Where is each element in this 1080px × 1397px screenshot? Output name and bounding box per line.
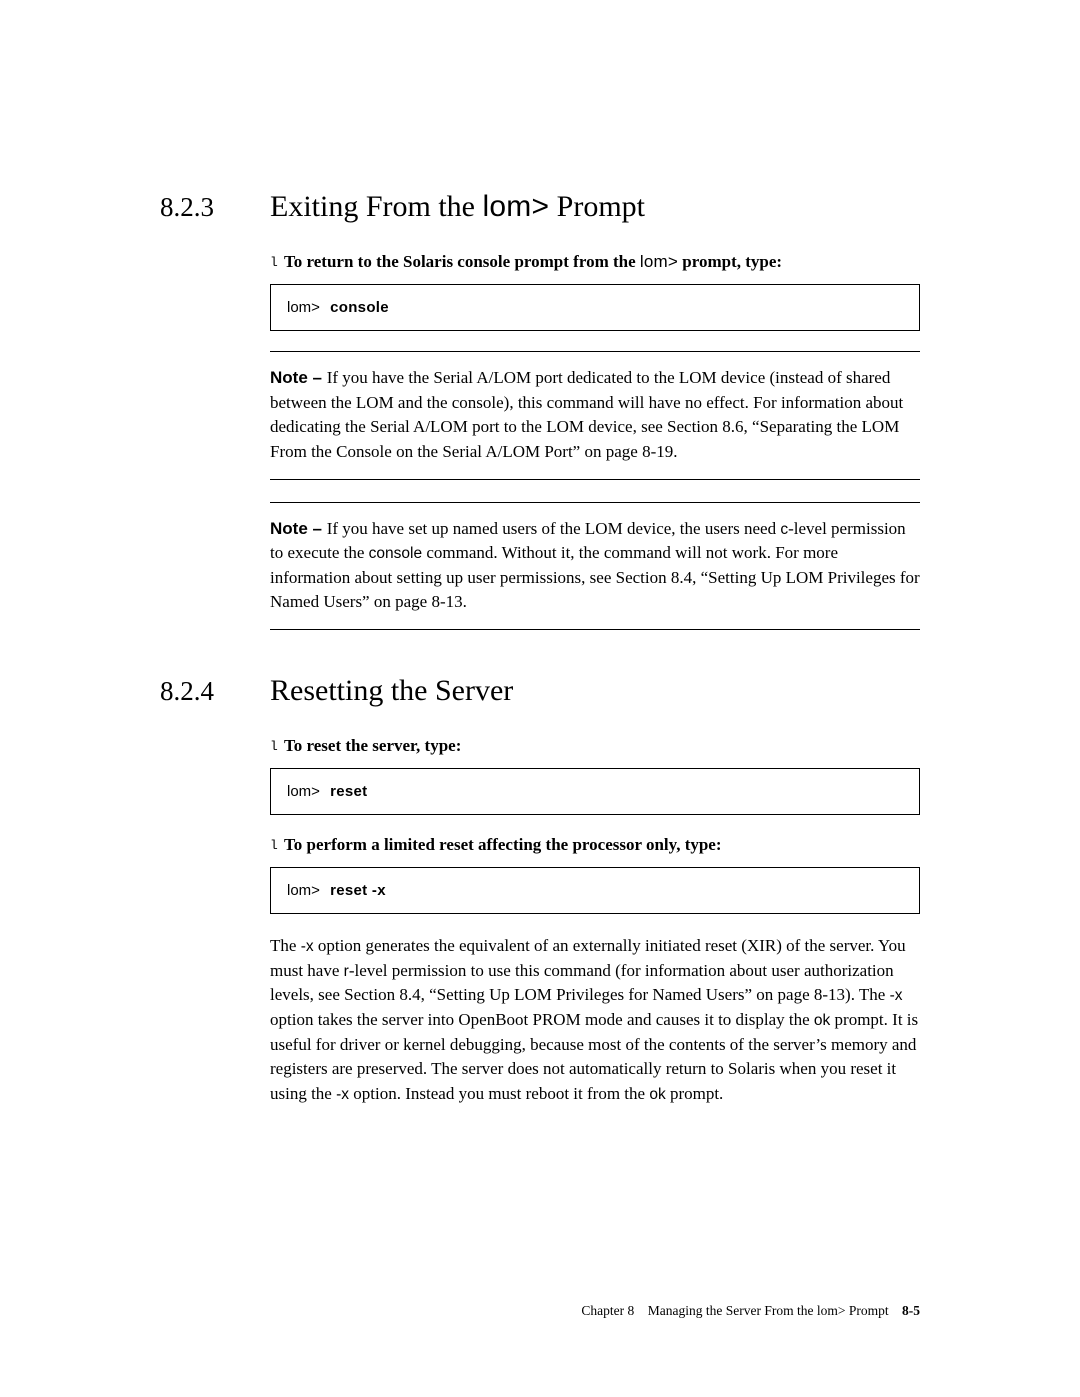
page: 8.2.3 Exiting From the lom> Prompt l To … xyxy=(0,0,1080,1397)
bullet-text: To return to the Solaris console prompt … xyxy=(284,252,782,272)
section-title-pre: Exiting From the xyxy=(270,190,483,223)
section-title-mono: lom> xyxy=(483,190,550,223)
note2-console: console xyxy=(369,545,422,562)
code-prompt: lom> xyxy=(287,882,324,899)
t: option. Instead you must reboot it from … xyxy=(349,1084,649,1103)
note-label: Note – xyxy=(270,368,327,387)
t-x: -x xyxy=(890,987,903,1004)
bullet-mono: lom> xyxy=(640,252,678,271)
footer-title: Managing the Server From the lom> Prompt xyxy=(648,1303,889,1318)
note-body: If you have the Serial A/LOM port dedica… xyxy=(270,368,903,461)
section-824-body: l To reset the server, type: lom> reset … xyxy=(270,736,920,1106)
note2-c: c xyxy=(780,521,788,538)
note-1: Note – If you have the Serial A/LOM port… xyxy=(270,351,920,480)
code-prompt: lom> xyxy=(287,783,324,800)
section-824-heading: 8.2.4 Resetting the Server xyxy=(160,674,920,708)
section-number: 8.2.3 xyxy=(160,192,270,223)
footer-chapter: Chapter 8 xyxy=(581,1303,634,1318)
code-reset: lom> reset xyxy=(270,768,920,815)
t-ok: ok xyxy=(649,1086,665,1103)
bullet-823: l To return to the Solaris console promp… xyxy=(270,252,920,272)
code-reset-x: lom> reset -x xyxy=(270,867,920,914)
bullet-text: To perform a limited reset affecting the… xyxy=(284,835,722,855)
bullet-icon: l xyxy=(270,838,284,853)
t-x: -x xyxy=(301,938,314,955)
t-ok: ok xyxy=(814,1012,830,1029)
code-console: lom> console xyxy=(270,284,920,331)
t: prompt. xyxy=(666,1084,724,1103)
note2-a: If you have set up named users of the LO… xyxy=(327,519,781,538)
t: The xyxy=(270,936,301,955)
bullet-icon: l xyxy=(270,255,284,270)
code-cmd: console xyxy=(330,299,389,316)
bullet-text: To reset the server, type: xyxy=(284,736,461,756)
bullet-824-1: l To reset the server, type: xyxy=(270,736,920,756)
bullet-pre: To return to the Solaris console prompt … xyxy=(284,252,640,271)
section-823-body: l To return to the Solaris console promp… xyxy=(270,252,920,630)
para-reset-x: The -x option generates the equivalent o… xyxy=(270,934,920,1106)
code-cmd: reset -x xyxy=(330,882,386,899)
t: -level permission to use this command (f… xyxy=(270,961,894,1005)
section-title: Exiting From the lom> Prompt xyxy=(270,190,645,224)
page-footer: Chapter 8 Managing the Server From the l… xyxy=(581,1303,920,1319)
section-title: Resetting the Server xyxy=(270,674,513,708)
bullet-post: prompt, type: xyxy=(678,252,782,271)
note-label: Note – xyxy=(270,519,327,538)
footer-page: 8-5 xyxy=(902,1303,920,1318)
t-x: -x xyxy=(336,1086,349,1103)
code-prompt: lom> xyxy=(287,299,324,316)
section-823-heading: 8.2.3 Exiting From the lom> Prompt xyxy=(160,190,920,224)
section-number: 8.2.4 xyxy=(160,676,270,707)
code-cmd: reset xyxy=(330,783,367,800)
bullet-icon: l xyxy=(270,739,284,754)
note-2: Note – If you have set up named users of… xyxy=(270,502,920,631)
section-title-post: Prompt xyxy=(549,190,645,223)
t: option takes the server into OpenBoot PR… xyxy=(270,1010,814,1029)
bullet-824-2: l To perform a limited reset affecting t… xyxy=(270,835,920,855)
